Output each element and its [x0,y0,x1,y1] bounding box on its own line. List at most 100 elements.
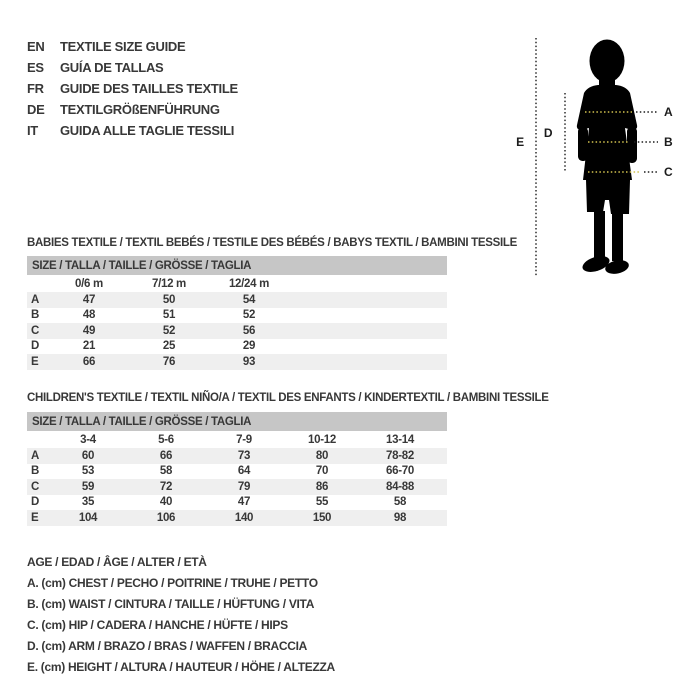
cell-value: 86 [315,480,329,493]
corner-cell [27,275,49,292]
table-row: A 47 50 54 [27,292,447,308]
child-silhouette-figure: A B C D E [516,38,673,277]
row-label: B [31,465,40,478]
column-header: 0/6 m [75,277,103,290]
cell-value: 40 [159,496,173,509]
cell-value: 70 [315,465,329,478]
label-height-e: E [516,135,524,149]
cell-value: 79 [237,480,251,493]
cell-value: 52 [242,309,256,322]
language-row: EN TEXTILE SIZE GUIDE [27,36,238,57]
size-header-bar: SIZE / TALLA / TAILLE / GRÖSSE / TAGLIA [27,256,447,275]
cell-value: 54 [242,293,256,306]
cell-value: 21 [82,340,96,353]
row-label: B [31,309,40,322]
children-section-title: CHILDREN'S TEXTILE / TEXTIL NIÑO/A / TEX… [27,392,549,404]
row-label: E [31,511,39,524]
language-row: FR GUIDE DES TAILLES TEXTILE [27,78,238,99]
size-header-label: SIZE / TALLA / TAILLE / GRÖSSE / TAGLIA [27,412,447,431]
silhouette-left-leg [594,211,605,259]
cell-value: 66 [159,449,173,462]
legend-hip-line: C. (cm) HIP / CADERA / HANCHE / HÜFTE / … [27,618,288,632]
cell-value: 76 [162,355,176,368]
table-row: E 104 106 140 150 98 [27,510,447,526]
cell-value: 25 [162,340,176,353]
cell-value: 55 [315,496,329,509]
legend-chest-line: A. (cm) CHEST / PECHO / POITRINE / TRUHE… [27,576,318,590]
cell-value: 64 [237,465,251,478]
filler-cell [439,464,447,480]
silhouette-right-leg [612,213,623,261]
cell-value: 49 [82,324,96,337]
filler-cell [439,510,447,526]
table-row: C 49 52 56 [27,323,447,339]
language-title: GUÍA DE TALLAS [60,60,164,75]
silhouette-left-shoe [582,256,610,272]
column-header-row: 0/6 m 7/12 m 12/24 m [27,275,447,292]
cell-value: 50 [162,293,176,306]
table-row: A 60 66 73 80 78-82 [27,448,447,464]
cell-value: 106 [156,511,176,524]
column-header: 5-6 [158,433,174,446]
table-row: D 21 25 29 [27,339,447,355]
silhouette-left-arm [578,127,588,161]
language-title: GUIDE DES TAILLES TEXTILE [60,81,238,96]
language-code: FR [27,81,44,96]
language-code: IT [27,123,38,138]
measurement-legend: AGE / EDAD / ÂGE / ALTER / ETÀ A. (cm) C… [27,552,335,678]
cell-value: 48 [82,309,96,322]
label-hip-c: C [664,165,673,179]
filler-cell [289,308,447,324]
child-silhouette [576,39,638,274]
cell-value: 150 [312,511,332,524]
label-chest-a: A [664,105,673,119]
language-code: ES [27,60,44,75]
cell-value: 58 [159,465,173,478]
language-title-block: EN TEXTILE SIZE GUIDE ES GUÍA DE TALLAS … [27,36,238,141]
table-row: E 66 76 93 [27,354,447,370]
filler-cell [289,292,447,308]
language-title: TEXTILE SIZE GUIDE [60,39,186,54]
column-header: 7/12 m [151,277,186,290]
children-size-table: SIZE / TALLA / TAILLE / GRÖSSE / TAGLIA … [27,412,447,526]
cell-value: 80 [315,449,329,462]
row-label: D [31,340,40,353]
cell-value: 47 [237,496,251,509]
row-label: A [31,449,40,462]
cell-value: 60 [81,449,95,462]
language-row: DE TEXTILGRÖßENFÜHRUNG [27,99,238,120]
column-header: 13-14 [386,433,414,446]
cell-value: 29 [242,340,256,353]
column-header: 10-12 [308,433,336,446]
filler-cell [439,495,447,511]
filler-cell [439,479,447,495]
row-label: E [31,355,39,368]
cell-value: 52 [162,324,176,337]
cell-value: 47 [82,293,96,306]
cell-value: 51 [162,309,176,322]
cell-value: 98 [393,511,407,524]
language-code: EN [27,39,45,54]
row-label: D [31,496,40,509]
language-title: TEXTILGRÖßENFÜHRUNG [60,102,220,117]
table-row: C 59 72 79 86 84-88 [27,479,447,495]
column-header: 3-4 [80,433,96,446]
label-arm-d: D [544,126,553,140]
table-row: B 48 51 52 [27,308,447,324]
cell-value: 35 [81,496,95,509]
language-row: IT GUIDA ALLE TAGLIE TESSILI [27,120,238,141]
table-row: B 53 58 64 70 66-70 [27,464,447,480]
size-header-label: SIZE / TALLA / TAILLE / GRÖSSE / TAGLIA [27,256,447,275]
language-code: DE [27,102,45,117]
babies-section-title: BABIES TEXTILE / TEXTIL BEBÉS / TESTILE … [27,237,517,249]
row-label: C [31,480,40,493]
legend-age-line: AGE / EDAD / ÂGE / ALTER / ETÀ [27,555,207,569]
size-header-bar: SIZE / TALLA / TAILLE / GRÖSSE / TAGLIA [27,412,447,431]
legend-arm-line: D. (cm) ARM / BRAZO / BRAS / WAFFEN / BR… [27,639,308,653]
filler-cell [289,354,447,370]
label-waist-b: B [664,135,673,149]
silhouette-shirt [576,85,638,180]
cell-value: 59 [81,480,95,493]
table-row: D 35 40 47 55 58 [27,495,447,511]
